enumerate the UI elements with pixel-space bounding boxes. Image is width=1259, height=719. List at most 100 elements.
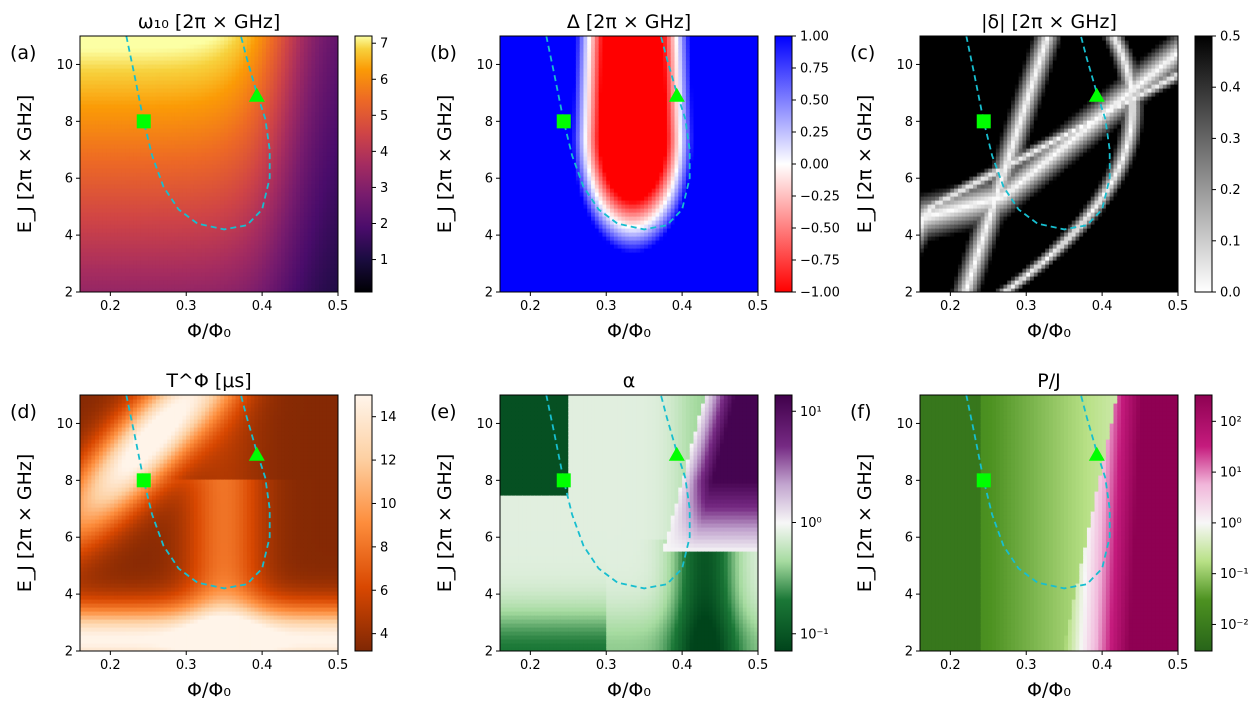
heatmap-cell [141,284,145,289]
heatmap-cell [277,76,281,81]
heatmap-cell [308,88,312,93]
heatmap-cell [304,240,308,245]
heatmap-cell [114,260,118,265]
heatmap-cell [122,268,126,273]
heatmap-cell [281,188,285,193]
heatmap-cell [327,264,331,269]
heatmap-cell [255,64,259,69]
heatmap-cell [175,48,179,53]
heatmap-cell [511,92,515,97]
heatmap-cell [133,176,137,181]
heatmap-cell [126,76,130,81]
heatmap-cell [327,96,331,101]
heatmap-cell [319,52,323,57]
heatmap-cell [198,148,202,153]
heatmap-cell [519,208,523,213]
heatmap-cell [236,68,240,73]
heatmap-cell [224,108,228,113]
heatmap-cell [141,84,145,89]
heatmap-cell [296,164,300,169]
heatmap-cell [330,196,334,201]
heatmap-cell [99,128,103,133]
heatmap-cell [133,260,137,265]
heatmap-cell [300,240,304,245]
heatmap-cell [330,88,334,93]
heatmap-cell [133,96,137,101]
heatmap-cell [167,220,171,225]
heatmap-cell [323,48,327,53]
heatmap-cell [213,220,217,225]
heatmap-cell [114,160,118,165]
heatmap-cell [186,88,190,93]
heatmap-cell [508,96,512,101]
heatmap-cell [311,136,315,141]
heatmap-cell [330,264,334,269]
heatmap-cell [511,268,515,273]
heatmap-cell [232,156,236,161]
heatmap-cell [519,80,523,85]
heatmap-cell [217,264,221,269]
heatmap-cell [285,204,289,209]
heatmap-cell [508,256,512,261]
heatmap-cell [175,280,179,285]
heatmap-cell [107,112,111,117]
heatmap-cell [217,116,221,121]
heatmap-cell [523,248,527,253]
heatmap-cell [319,44,323,49]
heatmap-cell [91,72,95,77]
heatmap-cell [220,196,224,201]
heatmap-cell [175,136,179,141]
heatmap-cell [137,192,141,197]
heatmap-cell [118,52,122,57]
heatmap-cell [323,284,327,289]
heatmap-cell [103,176,107,181]
heatmap-cell [258,76,262,81]
heatmap-cell [236,44,240,49]
heatmap-cell [205,256,209,261]
heatmap-cell [201,108,205,113]
heatmap-cell [311,240,315,245]
heatmap-cell [213,172,217,177]
heatmap-cell [247,144,251,149]
heatmap-cell [110,136,114,141]
heatmap-cell [80,44,84,49]
heatmap-cell [160,160,164,165]
heatmap-cell [285,56,289,61]
heatmap-cell [217,140,221,145]
heatmap-cell [515,272,519,277]
heatmap-cell [255,104,259,109]
heatmap-cell [95,196,99,201]
heatmap-cell [255,264,259,269]
heatmap-cell [118,64,122,69]
heatmap-cell [220,268,224,273]
heatmap-cell [182,220,186,225]
heatmap-cell [315,232,319,237]
heatmap-cell [281,36,285,41]
heatmap-cell [213,104,217,109]
heatmap-cell [236,148,240,153]
heatmap-cell [251,248,255,253]
heatmap-cell [508,236,512,241]
heatmap-cell [296,156,300,161]
heatmap-cell [88,44,92,49]
heatmap-cell [84,128,88,133]
heatmap-cell [145,204,149,209]
heatmap-cell [277,204,281,209]
heatmap-cell [289,132,293,137]
heatmap-cell [156,240,160,245]
heatmap-cell [511,240,515,245]
heatmap-cell [274,56,278,61]
heatmap-cell [262,248,266,253]
heatmap-cell [292,128,296,133]
heatmap-cell [527,60,531,65]
heatmap-cell [527,164,531,169]
heatmap-cell [198,112,202,117]
heatmap-cell [527,92,531,97]
heatmap-cell [292,224,296,229]
heatmap-cell [91,180,95,185]
heatmap-cell [114,176,118,181]
heatmap-cell [251,160,255,165]
heatmap-cell [186,52,190,57]
heatmap-cell [508,168,512,173]
heatmap-cell [236,200,240,205]
